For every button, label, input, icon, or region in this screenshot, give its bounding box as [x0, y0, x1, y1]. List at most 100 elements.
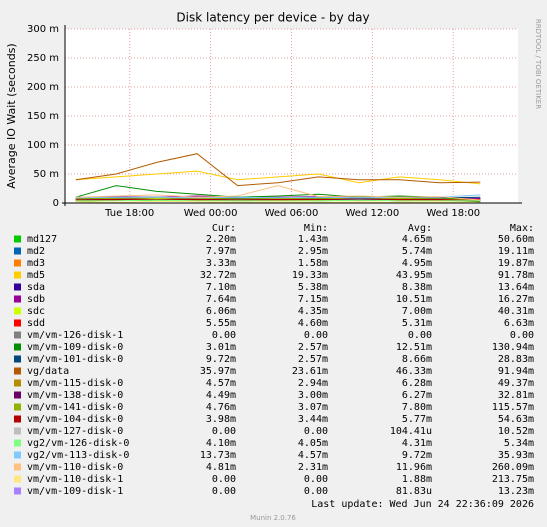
legend-swatch	[14, 307, 21, 315]
y-tick-label: 150 m	[27, 111, 59, 122]
legend-label: vm/vm-110-disk-0	[27, 462, 123, 473]
legend-swatch	[14, 355, 21, 363]
legend-label: vg/data	[27, 366, 69, 377]
legend-stat: 0.00	[212, 474, 236, 485]
legend-stat: 32.72m	[200, 270, 236, 281]
legend-stat: 3.33m	[206, 258, 236, 269]
legend-stat: 4.76m	[206, 402, 236, 413]
legend-label: vm/vm-141-disk-0	[27, 402, 123, 413]
legend-stat: 8.38m	[402, 282, 432, 293]
legend-stat: 5.38m	[298, 282, 328, 293]
legend-swatch	[14, 427, 21, 435]
legend-swatch	[14, 439, 21, 447]
legend-stat: 2.57m	[298, 342, 328, 353]
x-tick-label: Wed 00:00	[184, 208, 238, 219]
legend-stat: 2.57m	[298, 354, 328, 365]
legend-stat: 46.33m	[396, 366, 432, 377]
legend-stat: 5.55m	[206, 318, 236, 329]
legend-stat: 0.00	[212, 330, 236, 341]
legend-swatch	[14, 319, 21, 327]
y-tick-label: 300 m	[27, 24, 59, 35]
legend-stat: 3.98m	[206, 414, 236, 425]
y-tick-label: 0	[53, 198, 59, 209]
legend-stat: 81.83u	[396, 486, 432, 497]
legend-stat: 13.23m	[498, 486, 534, 497]
chart-title: Disk latency per device - by day	[176, 11, 369, 25]
legend-stat: 54.63m	[498, 414, 534, 425]
y-axis-label: Average IO Wait (seconds)	[5, 43, 18, 188]
legend-stat: 12.51m	[396, 342, 432, 353]
last-update: Last update: Wed Jun 24 22:36:09 2026	[311, 499, 534, 510]
legend-label: md5	[27, 270, 45, 281]
legend-stat: 0.00	[304, 486, 328, 497]
legend-stat: 7.15m	[298, 294, 328, 305]
legend-swatch	[14, 259, 21, 267]
legend-stat: 0.00	[304, 474, 328, 485]
series-line	[75, 199, 481, 202]
legend-stat: 4.57m	[298, 450, 328, 461]
legend-stat: 19.87m	[498, 258, 534, 269]
stat-header: Min:	[304, 223, 328, 234]
legend-label: vm/vm-115-disk-0	[27, 378, 123, 389]
legend-stat: 4.57m	[206, 378, 236, 389]
legend-swatch	[14, 343, 21, 351]
legend-stat: 7.80m	[402, 402, 432, 413]
legend-stat: 2.20m	[206, 234, 236, 245]
legend-stat: 0.00	[510, 330, 534, 341]
legend-label: sdc	[27, 306, 45, 317]
legend-label: md127	[27, 234, 57, 245]
y-tick-label: 50 m	[33, 169, 59, 180]
legend-stat: 9.72m	[206, 354, 236, 365]
x-tick-label: Wed 18:00	[426, 208, 480, 219]
series-line	[75, 200, 481, 204]
legend-swatch	[14, 451, 21, 459]
legend-stat: 7.10m	[206, 282, 236, 293]
legend-stat: 4.05m	[298, 438, 328, 449]
x-tick-label: Wed 12:00	[345, 208, 399, 219]
legend-stat: 7.97m	[206, 246, 236, 257]
legend-stat: 10.52m	[498, 426, 534, 437]
legend-stat: 6.28m	[402, 378, 432, 389]
stat-header: Cur:	[212, 223, 236, 234]
legend-label: vm/vm-110-disk-1	[27, 474, 123, 485]
x-tick-label: Wed 06:00	[265, 208, 319, 219]
legend-stat: 8.66m	[402, 354, 432, 365]
legend-stat: 5.31m	[402, 318, 432, 329]
legend-stat: 130.94m	[492, 342, 534, 353]
legend-stat: 3.44m	[298, 414, 328, 425]
legend-stat: 4.35m	[298, 306, 328, 317]
legend-swatch	[14, 247, 21, 255]
legend-stat: 4.49m	[206, 390, 236, 401]
legend-stat: 91.78m	[498, 270, 534, 281]
legend-stat: 91.94m	[498, 366, 534, 377]
legend-label: vm/vm-104-disk-0	[27, 414, 123, 425]
legend-stat: 6.27m	[402, 390, 432, 401]
legend-stat: 16.27m	[498, 294, 534, 305]
legend-label: sdd	[27, 318, 45, 329]
legend-stat: 1.88m	[402, 474, 432, 485]
legend-stat: 4.81m	[206, 462, 236, 473]
legend-label: vm/vm-127-disk-0	[27, 426, 123, 437]
legend-stat: 104.41u	[390, 426, 432, 437]
legend-label: vg2/vm-113-disk-0	[27, 450, 129, 461]
legend-stat: 6.63m	[504, 318, 534, 329]
legend-stat: 0.00	[408, 330, 432, 341]
stat-header: Max:	[510, 223, 534, 234]
legend-swatch	[14, 235, 21, 243]
legend-stat: 2.94m	[298, 378, 328, 389]
legend-stat: 43.95m	[396, 270, 432, 281]
stat-header: Avg:	[408, 223, 432, 234]
legend-stat: 35.93m	[498, 450, 534, 461]
legend-swatch	[14, 403, 21, 411]
legend-label: vm/vm-138-disk-0	[27, 390, 123, 401]
legend-label: md2	[27, 246, 45, 257]
legend-stat: 2.95m	[298, 246, 328, 257]
legend-stat: 2.31m	[298, 462, 328, 473]
legend-stat: 5.34m	[504, 438, 534, 449]
series-line	[75, 185, 481, 202]
legend-label: vm/vm-126-disk-1	[27, 330, 123, 341]
legend-stat: 0.00	[304, 426, 328, 437]
legend-swatch	[14, 463, 21, 471]
side-text: RRDTOOL / TOBI OETIKER	[534, 19, 542, 109]
legend-swatch	[14, 391, 21, 399]
